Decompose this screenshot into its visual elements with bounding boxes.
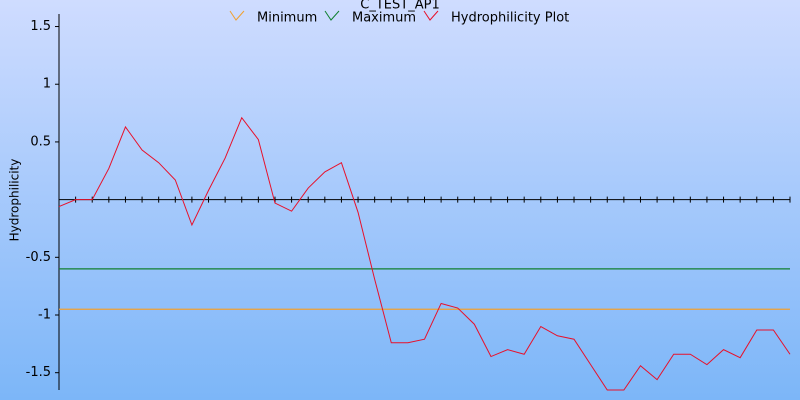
legend-icon	[324, 10, 340, 21]
y-tick-label: 0.5	[30, 134, 51, 149]
legend-icon	[229, 10, 245, 21]
y-tick-label: -0.5	[26, 250, 51, 265]
legend-label: Minimum	[257, 11, 317, 26]
chart-title: C_TEST_AP1	[360, 0, 439, 13]
y-tick-label: -1	[38, 308, 51, 323]
y-tick-label: -1.5	[26, 365, 51, 380]
legend-label: Hydrophilicity Plot	[451, 11, 569, 26]
y-tick-label: 1	[43, 77, 51, 92]
y-axis-label: Hydrophilicity	[8, 159, 22, 242]
legend-label: Maximum	[352, 11, 416, 26]
line-series	[58, 116, 791, 391]
y-tick-label: 1.5	[30, 19, 51, 34]
legend-icon	[423, 10, 439, 21]
